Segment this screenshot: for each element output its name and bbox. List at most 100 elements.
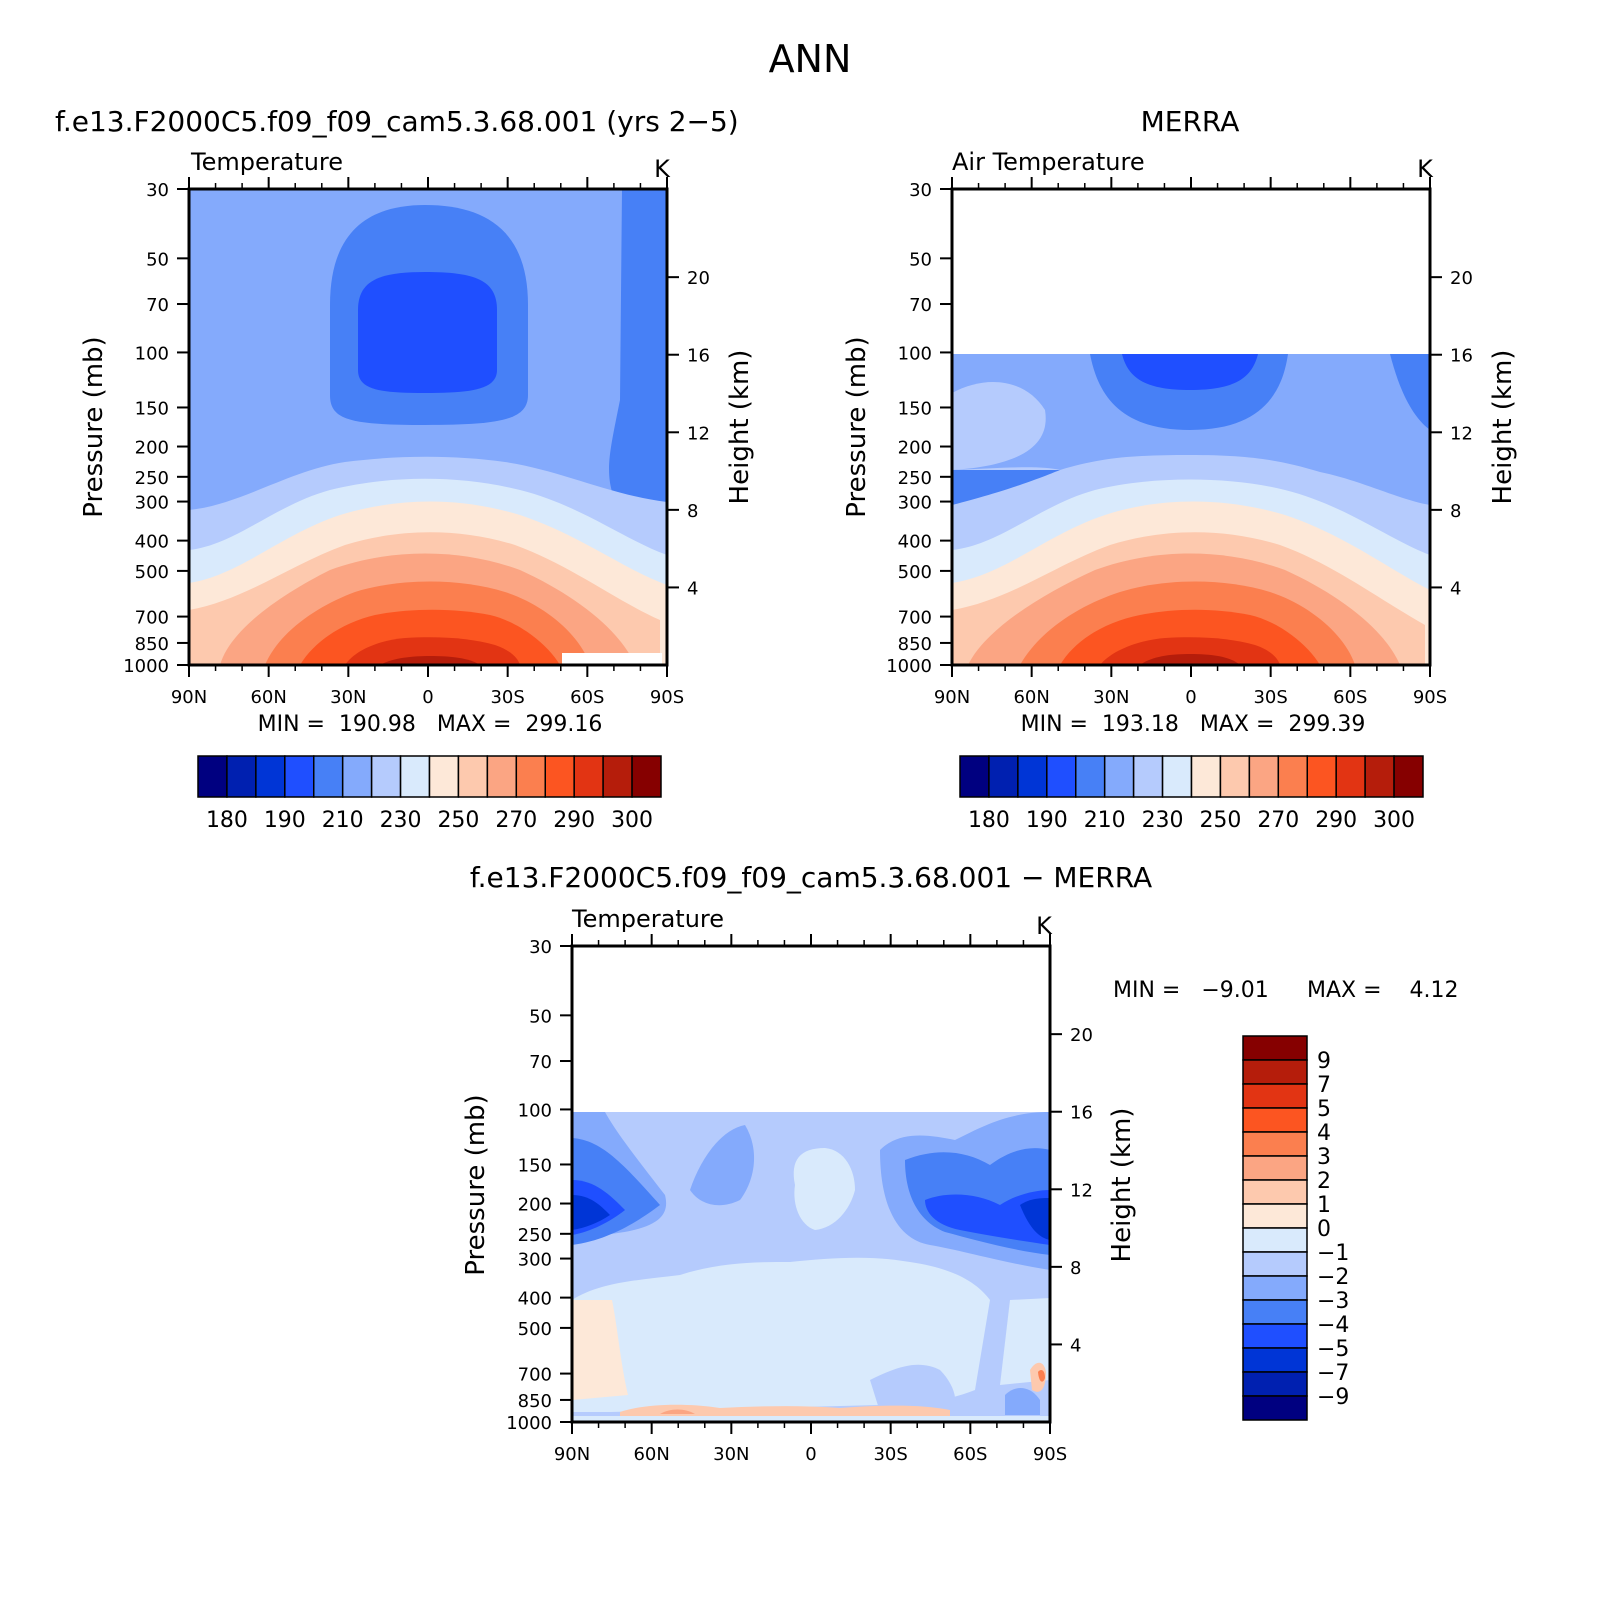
colorbar-swatch: [1242, 1371, 1308, 1397]
pressure-tick-label: 200: [135, 438, 169, 459]
pressure-tick-label: 300: [518, 1250, 552, 1271]
pressure-tick-label: 400: [518, 1289, 552, 1310]
height-tick-label: 20: [1450, 268, 1473, 289]
colorbar-label: 270: [495, 808, 537, 833]
lat-tick-label: 90N: [554, 1444, 590, 1465]
height-tick-label: 12: [1450, 423, 1473, 444]
colorbar-label: 3: [1317, 1145, 1331, 1170]
contour-fill: [925, 1190, 1050, 1245]
height-tick-label: 8: [1450, 501, 1461, 522]
lat-tick-label: 30N: [1093, 687, 1129, 708]
colorbar-swatch: [988, 755, 1019, 798]
lat-tick-label: 60N: [1013, 687, 1049, 708]
panel-obs-units: K: [1417, 155, 1434, 183]
pressure-tick-label: 1000: [506, 1413, 552, 1434]
colorbar-swatch: [1242, 1275, 1308, 1301]
contour-fill: [1140, 654, 1240, 665]
lat-tick-label: 60N: [250, 687, 286, 708]
colorbar-label: 250: [437, 808, 479, 833]
height-tick-label: 20: [1070, 1025, 1093, 1046]
pressure-tick-label: 70: [529, 1052, 552, 1073]
contour-fill: [380, 656, 480, 665]
panel-diff-ylabel2: Height (km): [1107, 1108, 1137, 1263]
colorbar-swatch: [1364, 755, 1395, 798]
height-tick-label: 8: [1070, 1258, 1081, 1279]
pressure-tick-label: 200: [898, 438, 932, 459]
pressure-tick-label: 50: [909, 249, 932, 270]
pressure-tick-label: 100: [898, 343, 932, 364]
panel-obs-frame: 3050701001502002503004005007008501000481…: [886, 177, 1473, 708]
contour-fill: [358, 272, 497, 393]
contour-fill: [572, 1300, 628, 1400]
panel-obs-var-label: Air Temperature: [952, 148, 1145, 176]
pressure-tick-label: 30: [146, 180, 169, 201]
panel-model-frame: 3050701001502002503004005007008501000481…: [123, 177, 710, 708]
colorbar-swatch: [1242, 1251, 1308, 1277]
colorbar-label: −3: [1317, 1289, 1349, 1314]
contour-fill: [1030, 1362, 1046, 1392]
lat-tick-label: 60N: [633, 1444, 669, 1465]
contour-fill: [1038, 1370, 1045, 1382]
panel-obs-header: MERRA: [1141, 105, 1240, 138]
height-tick-label: 8: [687, 501, 698, 522]
lat-tick-label: 0: [422, 687, 433, 708]
pressure-tick-label: 250: [135, 468, 169, 489]
colorbar-label: −9: [1317, 1385, 1349, 1410]
figure-title: ANN: [769, 37, 852, 81]
pressure-tick-label: 300: [135, 493, 169, 514]
height-tick-label: 12: [687, 423, 710, 444]
panel-diff-header: f.e13.F2000C5.f09_f09_cam5.3.68.001 − ME…: [470, 861, 1152, 894]
colorbar-label: 250: [1199, 808, 1241, 833]
colorbar-label: 4: [1317, 1121, 1331, 1146]
panel-diff-frame: 3050701001502002503004005007008501000481…: [506, 934, 1093, 1465]
colorbar-swatch: [1242, 1323, 1308, 1349]
colorbar-label: 300: [611, 808, 653, 833]
colorbar-swatch: [1017, 755, 1048, 798]
pressure-tick-label: 30: [909, 180, 932, 201]
panel-obs-colorbar: 180 190 210 230 250 270 290 300: [959, 755, 1424, 833]
colorbar-swatch: [226, 755, 257, 798]
lat-tick-label: 30S: [873, 1444, 907, 1465]
contour-fill: [690, 1125, 755, 1206]
colorbar-swatch: [1242, 1059, 1308, 1085]
colorbar-label: 7: [1317, 1073, 1331, 1098]
lat-tick-label: 90S: [1033, 1444, 1067, 1465]
colorbar-swatch: [1242, 1347, 1308, 1373]
lat-tick-label: 90S: [650, 687, 684, 708]
colorbar-swatch: [457, 755, 489, 798]
colorbar-swatch: [1242, 1083, 1308, 1109]
panel-obs-stats: MIN = 193.18 MAX = 299.39: [1021, 712, 1366, 737]
colorbar-swatch: [1103, 755, 1135, 798]
pressure-tick-label: 400: [135, 532, 169, 553]
lat-tick-label: 30N: [713, 1444, 749, 1465]
panel-model-units: K: [654, 155, 671, 183]
colorbar-swatch: [1242, 1227, 1308, 1253]
height-tick-label: 4: [1450, 578, 1461, 599]
pressure-tick-label: 100: [518, 1100, 552, 1121]
contour-fill: [1390, 354, 1430, 430]
lat-tick-label: 90S: [1413, 687, 1447, 708]
height-tick-label: 4: [687, 578, 698, 599]
pressure-tick-label: 500: [135, 562, 169, 583]
pressure-tick-label: 850: [898, 634, 932, 655]
contour-fill: [1100, 637, 1280, 665]
colorbar-swatch: [1075, 755, 1106, 798]
lat-tick-label: 60S: [1333, 687, 1367, 708]
height-tick-label: 12: [1070, 1180, 1093, 1201]
colorbar-label: 0: [1317, 1217, 1331, 1242]
colorbar-swatch: [486, 755, 518, 798]
colorbar-label: 210: [1084, 808, 1126, 833]
colorbar-label: 230: [1142, 808, 1184, 833]
panel-diff-stats-min: MIN = −9.01: [1113, 978, 1269, 1003]
lat-tick-label: 60S: [570, 687, 604, 708]
panel-diff-contours: [572, 946, 1050, 1422]
colorbar-swatch: [573, 755, 604, 798]
panel-diff: f.e13.F2000C5.f09_f09_cam5.3.68.001 − ME…: [461, 861, 1459, 1465]
pressure-tick-label: 300: [898, 493, 932, 514]
panel-obs: MERRA Air Temperature K 3050701001502002…: [842, 105, 1518, 833]
colorbar-label: −7: [1317, 1361, 1349, 1386]
panel-obs-ylabel2: Height (km): [1488, 350, 1518, 505]
pressure-tick-label: 400: [898, 532, 932, 553]
colorbar-label: 5: [1317, 1097, 1331, 1122]
colorbar-swatch: [1242, 1107, 1308, 1133]
